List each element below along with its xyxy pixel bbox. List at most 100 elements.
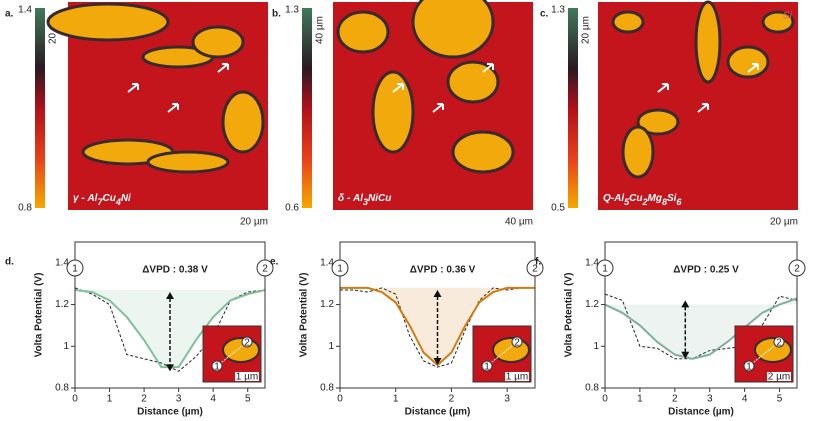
phase-region	[761, 10, 795, 34]
vpd-annotation: ΔVPD : 0.36 V	[410, 265, 476, 276]
endpoint-label: 1	[602, 264, 608, 275]
phase-label: δ - Al3NiCu	[338, 193, 391, 208]
x-tick-label: 0	[337, 394, 343, 405]
x-axis-label: Distance (µm)	[405, 407, 471, 418]
phase-text: Si	[667, 193, 677, 204]
arrow-marker	[392, 83, 404, 93]
x-tick-label: 3	[176, 394, 182, 405]
subscript: 5	[624, 197, 630, 207]
colorbar	[302, 8, 312, 208]
panel-label: e.	[270, 257, 279, 268]
phase-text: Ni	[121, 193, 131, 204]
subscript: 3	[363, 197, 368, 207]
plot-frame	[74, 241, 266, 389]
inset-endpoint-label: 1	[746, 362, 752, 373]
phase-region	[726, 45, 770, 79]
x-tick-label: 0	[602, 394, 608, 405]
endpoint-label: 1	[337, 264, 343, 275]
panel-label: b.	[272, 9, 281, 20]
arrow-marker	[482, 63, 494, 73]
inset-phase	[492, 337, 530, 363]
x-tick-label: 4	[742, 394, 748, 405]
phase-label: γ - Al7Cu4Ni	[73, 193, 131, 208]
inset-endpoint-label: 2	[776, 338, 782, 349]
subscript: 2	[641, 197, 647, 207]
x-axis-label: Distance (µm)	[668, 407, 734, 418]
phase-region	[636, 108, 680, 136]
y-tick-label: 1	[328, 341, 334, 352]
endpoint-marker	[66, 259, 84, 277]
phase-region	[451, 130, 515, 174]
x-tick-label: 5	[777, 394, 783, 405]
y-tick-label: 1.2	[55, 299, 69, 310]
endpoint-marker	[256, 259, 274, 277]
inset-path	[486, 341, 518, 367]
x-tick-label: 5	[245, 394, 251, 405]
inset-phase	[222, 337, 260, 363]
scale-label: 40 µm	[505, 217, 533, 228]
y-tick-label: 1.2	[320, 299, 334, 310]
x-tick-label: 4	[210, 394, 216, 405]
arrow-marker	[217, 63, 229, 73]
inset-path	[216, 341, 248, 367]
y-axis-label: Volta Potential (V)	[564, 273, 575, 358]
x-tick-label: 0	[72, 394, 78, 405]
inset-endpoint	[241, 336, 253, 348]
subscript: 8	[662, 197, 667, 207]
x-tick-label: 2	[449, 394, 455, 405]
region-tag: Si	[783, 11, 793, 22]
phase-text: Cu	[102, 193, 115, 204]
inset-endpoint-label: 1	[214, 362, 220, 373]
inset-scale-box	[235, 372, 259, 381]
colorbar-min: 0.8	[18, 203, 32, 214]
endpoint-marker	[596, 259, 614, 277]
endpoint-label: 2	[794, 264, 800, 275]
subscript: 7	[97, 197, 103, 207]
phase-label: Q-Al5Cu2Mg8Si6	[603, 193, 682, 208]
inset-endpoint	[773, 336, 785, 348]
phase-region	[411, 0, 495, 59]
phase-region	[191, 25, 245, 59]
y-tick-label: 1.4	[55, 257, 69, 268]
panel-label: f.	[535, 257, 541, 268]
panel-label: a.	[5, 9, 14, 20]
inset-scale-box	[505, 372, 529, 381]
fit-area	[605, 298, 797, 359]
y-tick-label: 0.8	[320, 383, 334, 394]
x-tick-label: 3	[504, 394, 510, 405]
scale-label: 20 µm	[770, 217, 798, 228]
endpoint-marker	[788, 259, 806, 277]
inset-scale-box	[767, 372, 791, 381]
colorbar	[35, 8, 45, 208]
arrow-marker	[747, 63, 759, 73]
y-tick-label: 1	[63, 341, 69, 352]
endpoint-label: 2	[262, 264, 268, 275]
y-tick-label: 0.8	[55, 383, 69, 394]
phase-region	[46, 2, 170, 42]
vpd-annotation: ΔVPD : 0.25 V	[673, 265, 739, 276]
subscript: 6	[676, 197, 682, 207]
colorbar-max: 1.4	[18, 5, 32, 16]
phase-region	[371, 70, 415, 154]
arrow-marker	[127, 83, 139, 93]
phase-text: NiCu	[368, 193, 391, 204]
y-axis-label: Volta Potential (V)	[34, 273, 45, 358]
inset-endpoint-label: 1	[484, 362, 490, 373]
phase-region	[446, 60, 500, 104]
inset-endpoint	[743, 360, 755, 372]
arrow-marker	[657, 83, 669, 93]
inset-endpoint-label: 2	[244, 338, 250, 349]
phase-region	[621, 125, 655, 179]
phase-region	[336, 10, 390, 54]
inset-endpoint	[481, 360, 493, 372]
arrow-marker	[697, 103, 709, 113]
y-tick-label: 1.4	[585, 257, 599, 268]
inset-endpoint	[511, 336, 523, 348]
inset-path	[748, 341, 780, 367]
phase-region	[611, 10, 645, 34]
colorbar-min: 0.6	[285, 203, 299, 214]
x-tick-label: 3	[707, 394, 713, 405]
plot-frame	[604, 241, 798, 389]
x-tick-label: 2	[141, 394, 147, 405]
phase-text: Q-Al	[603, 193, 624, 204]
